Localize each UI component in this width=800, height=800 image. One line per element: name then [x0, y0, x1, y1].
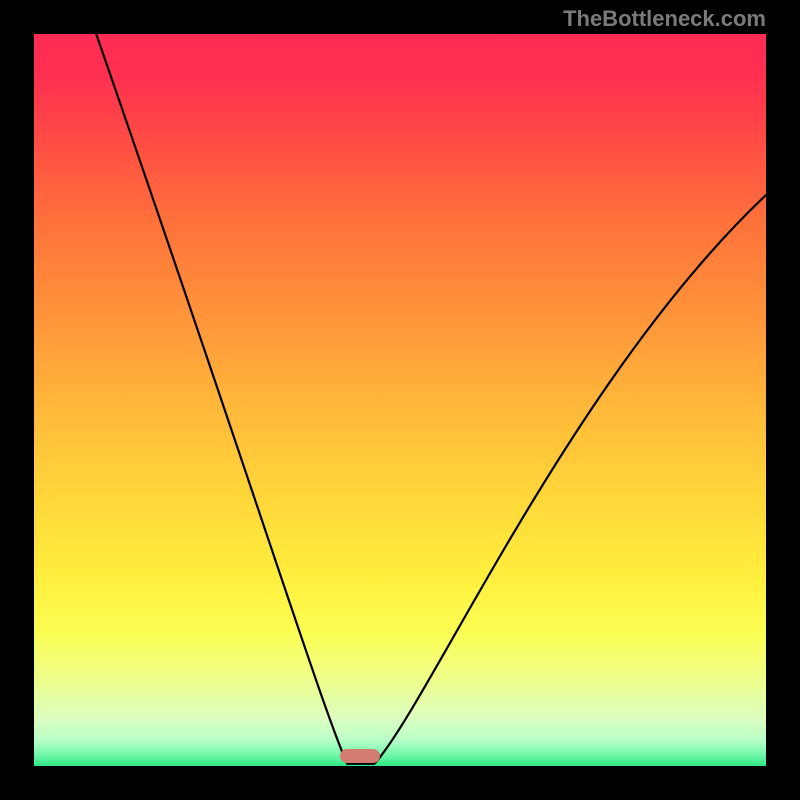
bottleneck-marker: [340, 749, 380, 763]
chart-svg-layer: [34, 34, 766, 766]
chart-plot-area: [34, 34, 766, 766]
bottleneck-curve-path: [96, 34, 766, 764]
watermark-text: TheBottleneck.com: [563, 6, 766, 32]
chart-outer-frame: TheBottleneck.com: [0, 0, 800, 800]
